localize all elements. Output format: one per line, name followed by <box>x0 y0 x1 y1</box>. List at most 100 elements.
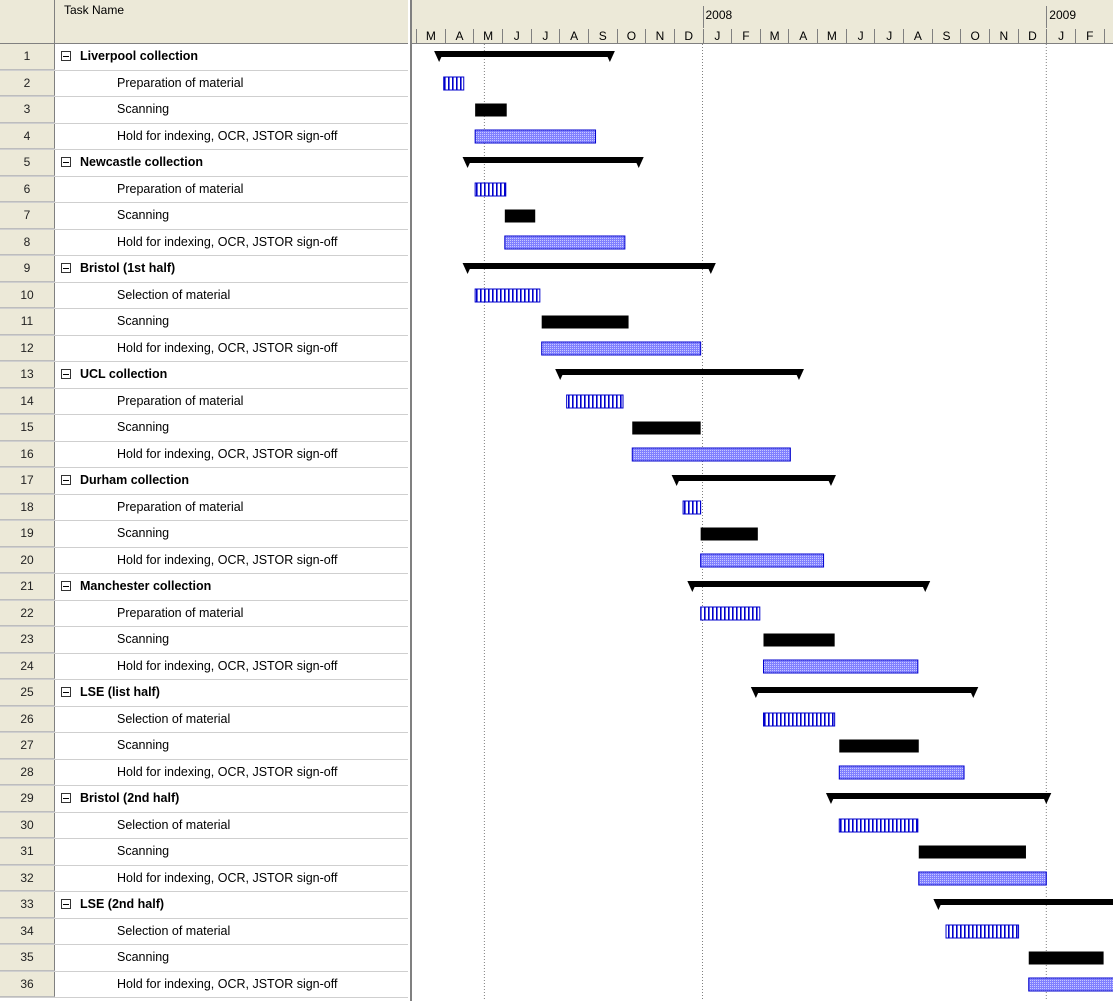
task-name-cell[interactable]: Preparation of material <box>56 177 408 203</box>
collapse-icon[interactable] <box>61 157 71 167</box>
task-id[interactable]: 21 <box>0 574 55 600</box>
task-id[interactable]: 17 <box>0 468 55 494</box>
task-row[interactable]: 14 Preparation of material <box>0 388 408 415</box>
summary-task-row[interactable]: 33 LSE (2nd half) <box>0 892 408 919</box>
collapse-icon[interactable] <box>61 687 71 697</box>
prep-bar[interactable] <box>566 394 624 409</box>
collapse-icon[interactable] <box>61 899 71 909</box>
prep-bar[interactable] <box>838 818 919 833</box>
summary-task-row[interactable]: 21 Manchester collection <box>0 574 408 601</box>
task-id[interactable]: 2 <box>0 70 55 96</box>
summary-bar[interactable] <box>555 369 804 380</box>
task-id[interactable]: 27 <box>0 733 55 759</box>
prep-bar[interactable] <box>443 76 465 91</box>
task-id[interactable]: 14 <box>0 388 55 414</box>
prep-bar[interactable] <box>945 924 1020 939</box>
summary-task-row[interactable]: 1 Liverpool collection <box>0 44 408 71</box>
task-row[interactable]: 18 Preparation of material <box>0 494 408 521</box>
task-name-cell[interactable]: Scanning <box>56 945 408 971</box>
task-row[interactable]: 28 Hold for indexing, OCR, JSTOR sign-off <box>0 759 408 786</box>
task-name-cell[interactable]: Scanning <box>56 97 408 123</box>
task-id[interactable]: 20 <box>0 547 55 573</box>
task-name-cell[interactable]: Scanning <box>56 839 408 865</box>
task-name-cell[interactable]: Hold for indexing, OCR, JSTOR sign-off <box>56 972 408 998</box>
task-row[interactable]: 11 Scanning <box>0 309 408 336</box>
summary-bar[interactable] <box>933 899 1113 910</box>
task-row[interactable]: 12 Hold for indexing, OCR, JSTOR sign-off <box>0 335 408 362</box>
task-row[interactable]: 16 Hold for indexing, OCR, JSTOR sign-off <box>0 441 408 468</box>
task-name-cell[interactable]: Hold for indexing, OCR, JSTOR sign-off <box>56 760 408 786</box>
summary-bar[interactable] <box>462 263 716 274</box>
hold-bar[interactable] <box>631 447 791 462</box>
summary-bar[interactable] <box>825 793 1052 804</box>
task-id[interactable]: 32 <box>0 865 55 891</box>
task-row[interactable]: 6 Preparation of material <box>0 176 408 203</box>
scan-bar[interactable] <box>918 845 1026 859</box>
task-name-cell[interactable]: Scanning <box>56 627 408 653</box>
prep-bar[interactable] <box>474 182 507 197</box>
collapse-icon[interactable] <box>61 581 71 591</box>
collapse-icon[interactable] <box>61 51 71 61</box>
task-id[interactable]: 18 <box>0 494 55 520</box>
summary-task-row[interactable]: 9 Bristol (1st half) <box>0 256 408 283</box>
scan-bar[interactable] <box>475 103 507 117</box>
task-name-cell[interactable]: UCL collection <box>56 362 408 388</box>
task-row[interactable]: 4 Hold for indexing, OCR, JSTOR sign-off <box>0 123 408 150</box>
task-name-cell[interactable]: LSE (list half) <box>56 680 408 706</box>
hold-bar[interactable] <box>1028 977 1113 992</box>
collapse-icon[interactable] <box>61 475 71 485</box>
task-row[interactable]: 35 Scanning <box>0 945 408 972</box>
task-name-cell[interactable]: Scanning <box>56 521 408 547</box>
task-id[interactable]: 24 <box>0 653 55 679</box>
task-row[interactable]: 32 Hold for indexing, OCR, JSTOR sign-off <box>0 865 408 892</box>
task-id[interactable]: 35 <box>0 945 55 971</box>
scan-bar[interactable] <box>700 527 758 541</box>
task-row[interactable]: 20 Hold for indexing, OCR, JSTOR sign-off <box>0 547 408 574</box>
collapse-icon[interactable] <box>61 263 71 273</box>
hold-bar[interactable] <box>474 129 597 144</box>
task-id[interactable]: 1 <box>0 44 55 70</box>
task-id[interactable]: 33 <box>0 892 55 918</box>
summary-task-row[interactable]: 29 Bristol (2nd half) <box>0 786 408 813</box>
task-id[interactable]: 9 <box>0 256 55 282</box>
task-name-cell[interactable]: Selection of material <box>56 283 408 309</box>
task-row[interactable]: 10 Selection of material <box>0 282 408 309</box>
task-id[interactable]: 16 <box>0 441 55 467</box>
task-row[interactable]: 7 Scanning <box>0 203 408 230</box>
summary-task-row[interactable]: 25 LSE (list half) <box>0 680 408 707</box>
scan-bar[interactable] <box>504 209 536 223</box>
task-row[interactable]: 23 Scanning <box>0 627 408 654</box>
collapse-icon[interactable] <box>61 369 71 379</box>
task-id[interactable]: 23 <box>0 627 55 653</box>
prep-bar[interactable] <box>762 712 836 727</box>
task-name-cell[interactable]: Hold for indexing, OCR, JSTOR sign-off <box>56 866 408 892</box>
task-name-cell[interactable]: Hold for indexing, OCR, JSTOR sign-off <box>56 654 408 680</box>
task-name-cell[interactable]: Hold for indexing, OCR, JSTOR sign-off <box>56 548 408 574</box>
task-row[interactable]: 8 Hold for indexing, OCR, JSTOR sign-off <box>0 229 408 256</box>
task-id[interactable]: 28 <box>0 759 55 785</box>
scan-bar[interactable] <box>839 739 919 753</box>
task-name-cell[interactable]: Selection of material <box>56 813 408 839</box>
task-id[interactable]: 10 <box>0 282 55 308</box>
task-name-cell[interactable]: Scanning <box>56 203 408 229</box>
task-id[interactable]: 4 <box>0 123 55 149</box>
task-row[interactable]: 3 Scanning <box>0 97 408 124</box>
task-row[interactable]: 15 Scanning <box>0 415 408 442</box>
task-id[interactable]: 25 <box>0 680 55 706</box>
task-id[interactable]: 29 <box>0 786 55 812</box>
task-row[interactable]: 26 Selection of material <box>0 706 408 733</box>
task-id[interactable]: 11 <box>0 309 55 335</box>
task-id[interactable]: 5 <box>0 150 55 176</box>
summary-bar[interactable] <box>671 475 836 486</box>
task-id[interactable]: 3 <box>0 97 55 123</box>
task-row[interactable]: 24 Hold for indexing, OCR, JSTOR sign-off <box>0 653 408 680</box>
scan-bar[interactable] <box>541 315 629 329</box>
prep-bar[interactable] <box>474 288 541 303</box>
task-id[interactable]: 13 <box>0 362 55 388</box>
task-name-cell[interactable]: Preparation of material <box>56 71 408 97</box>
summary-task-row[interactable]: 13 UCL collection <box>0 362 408 389</box>
scan-bar[interactable] <box>632 421 701 435</box>
task-row[interactable]: 30 Selection of material <box>0 812 408 839</box>
summary-bar[interactable] <box>434 51 615 62</box>
id-column-header[interactable] <box>0 0 55 44</box>
